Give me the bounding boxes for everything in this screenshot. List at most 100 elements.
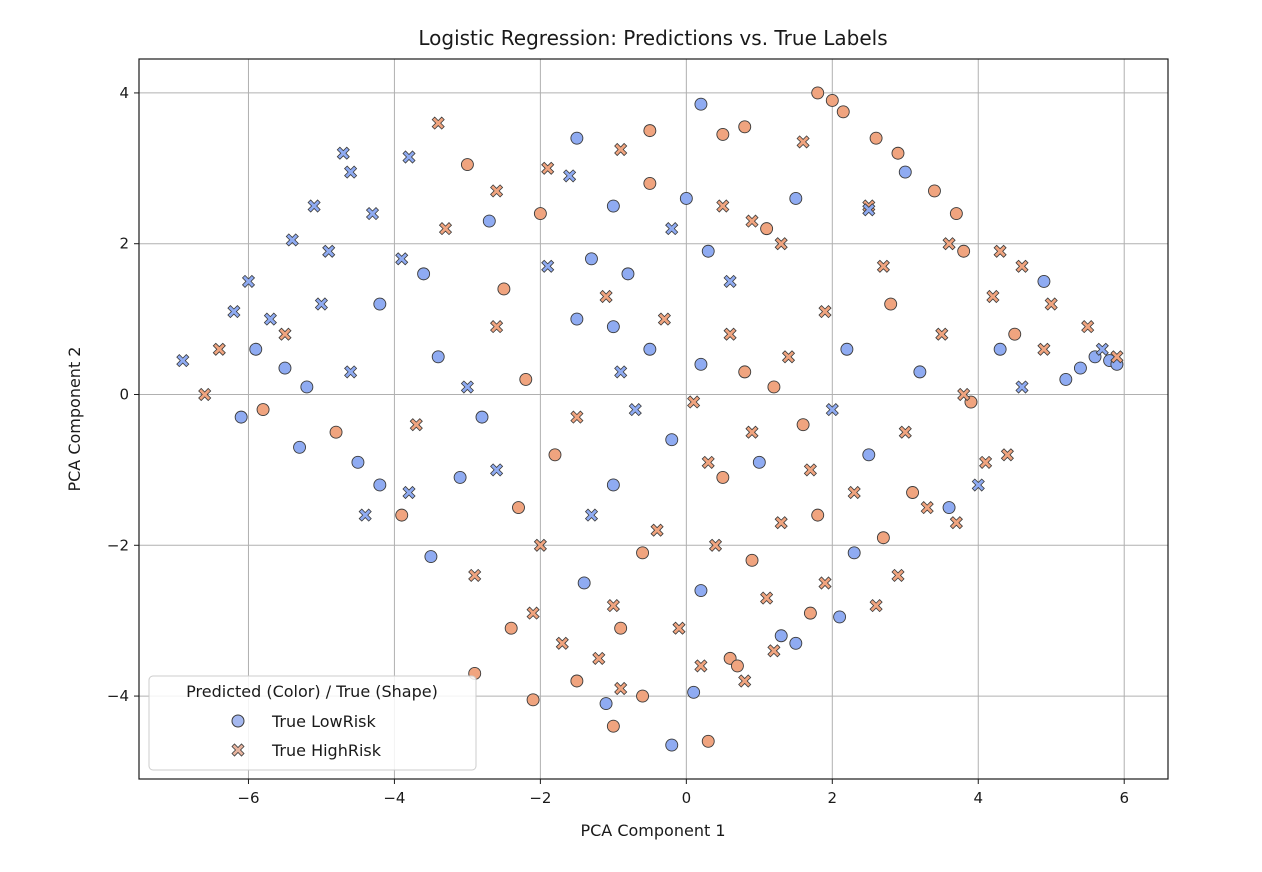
lowrisk-point	[687, 685, 701, 699]
highrisk-point	[592, 651, 606, 665]
highrisk-point	[694, 659, 708, 673]
x-tick-label: −2	[529, 789, 551, 807]
lowrisk-point	[869, 131, 883, 145]
highrisk-point	[599, 289, 613, 304]
lowrisk-point	[738, 365, 752, 379]
lowrisk-point	[482, 214, 496, 228]
highrisk-point	[701, 455, 715, 469]
lowrisk-point	[373, 297, 387, 311]
highrisk-point	[920, 501, 934, 515]
x-tick-label: −6	[237, 789, 259, 807]
lowrisk-point	[621, 267, 635, 281]
highrisk-point	[1037, 342, 1051, 356]
lowrisk-point	[1037, 274, 1051, 288]
lowrisk-point	[1059, 372, 1073, 386]
highrisk-point	[307, 199, 321, 213]
lowrisk-point	[701, 244, 715, 258]
highrisk-point	[723, 327, 737, 341]
lowrisk-point	[351, 455, 365, 469]
lowrisk-point	[643, 176, 657, 190]
highrisk-point	[1081, 320, 1095, 334]
x-tick-label: 6	[1119, 789, 1129, 807]
highrisk-point	[825, 403, 839, 417]
lowrisk-point	[548, 448, 562, 462]
lowrisk-point	[745, 553, 759, 567]
legend-x-marker	[231, 743, 245, 757]
lowrisk-point	[300, 380, 314, 394]
highrisk-point	[628, 403, 642, 417]
highrisk-point	[716, 199, 730, 213]
lowrisk-point	[811, 508, 825, 522]
highrisk-point	[949, 516, 963, 530]
highrisk-point	[460, 380, 474, 394]
lowrisk-point	[519, 372, 533, 386]
lowrisk-point	[789, 636, 803, 650]
y-axis-label: PCA Component 2	[65, 346, 84, 491]
lowrisk-point	[417, 267, 431, 281]
lowrisk-point	[249, 342, 263, 356]
lowrisk-point	[803, 606, 817, 620]
legend-label-lowrisk: True LowRisk	[271, 712, 376, 731]
x-tick-label: 4	[973, 789, 983, 807]
highrisk-point	[336, 146, 350, 160]
lowrisk-point	[716, 470, 730, 484]
highrisk-point	[687, 395, 701, 409]
highrisk-point	[322, 244, 336, 258]
lowrisk-point	[847, 546, 861, 560]
legend: Predicted (Color) / True (Shape) True Lo…	[148, 675, 477, 771]
lowrisk-point	[825, 94, 839, 107]
lowrisk-point	[373, 478, 387, 492]
lowrisk-point	[665, 738, 679, 752]
highrisk-point	[614, 681, 628, 696]
plot-area	[139, 59, 1168, 779]
lowrisk-point	[606, 719, 620, 733]
highrisk-point	[993, 244, 1007, 258]
x-tick-label: 0	[682, 789, 692, 807]
highrisk-point	[657, 312, 671, 326]
highrisk-point	[606, 599, 620, 613]
highrisk-point	[767, 644, 781, 658]
lowrisk-point	[876, 531, 890, 545]
highrisk-point	[708, 538, 723, 552]
highrisk-point	[402, 485, 416, 500]
lowrisk-point	[679, 192, 693, 205]
highrisk-point	[468, 568, 482, 582]
highrisk-point	[490, 463, 504, 477]
lowrisk-point	[497, 282, 511, 296]
y-tick-label: 0	[119, 385, 129, 403]
lowrisk-point	[774, 629, 788, 643]
highrisk-point	[314, 297, 328, 311]
lowrisk-point	[862, 448, 876, 462]
highrisk-point	[942, 237, 956, 251]
highrisk-point	[490, 184, 504, 198]
lowrisk-point	[234, 410, 248, 424]
highrisk-point	[263, 312, 277, 326]
highrisk-point	[563, 169, 577, 183]
highrisk-point	[774, 237, 788, 251]
legend-box	[148, 675, 477, 771]
highrisk-point	[533, 538, 547, 552]
lowrisk-point	[796, 418, 810, 432]
lowrisk-point	[833, 610, 847, 624]
plot-frame	[138, 58, 1169, 780]
highrisk-point	[818, 305, 832, 319]
highrisk-point	[957, 387, 971, 402]
lowrisk-point	[1073, 361, 1087, 375]
lowrisk-point	[836, 105, 850, 119]
lowrisk-point	[716, 127, 730, 141]
lowrisk-point	[431, 350, 445, 364]
highrisk-point	[876, 259, 890, 273]
lowrisk-point	[767, 380, 781, 394]
lowrisk-point	[475, 410, 489, 424]
highrisk-point	[862, 203, 876, 217]
y-axis-ticks: −4 −2 0 2 4	[107, 84, 139, 705]
highrisk-point	[803, 463, 817, 477]
highrisk-point	[891, 568, 905, 582]
lowrisk-point	[993, 342, 1007, 356]
lowrisk-point	[913, 365, 927, 379]
highrisk-point	[869, 599, 883, 613]
lowrisk-point	[293, 440, 307, 454]
lowrisk-point	[256, 403, 270, 417]
highrisk-point	[402, 150, 416, 164]
highrisk-point	[847, 485, 861, 500]
